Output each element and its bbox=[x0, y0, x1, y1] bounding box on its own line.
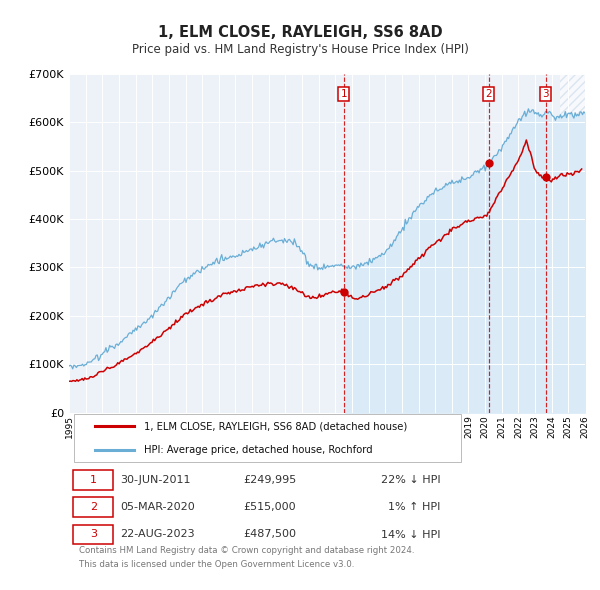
Text: 3: 3 bbox=[542, 89, 549, 99]
Text: 1% ↑ HPI: 1% ↑ HPI bbox=[388, 502, 440, 512]
Text: This data is licensed under the Open Government Licence v3.0.: This data is licensed under the Open Gov… bbox=[79, 560, 355, 569]
Text: 2: 2 bbox=[89, 502, 97, 512]
Text: £249,995: £249,995 bbox=[243, 475, 296, 485]
Text: 22% ↓ HPI: 22% ↓ HPI bbox=[381, 475, 440, 485]
Text: 30-JUN-2011: 30-JUN-2011 bbox=[121, 475, 191, 485]
Text: 05-MAR-2020: 05-MAR-2020 bbox=[121, 502, 196, 512]
Text: £515,000: £515,000 bbox=[244, 502, 296, 512]
FancyBboxPatch shape bbox=[74, 414, 461, 462]
Text: 1, ELM CLOSE, RAYLEIGH, SS6 8AD: 1, ELM CLOSE, RAYLEIGH, SS6 8AD bbox=[158, 25, 442, 40]
Text: 3: 3 bbox=[90, 529, 97, 539]
Text: HPI: Average price, detached house, Rochford: HPI: Average price, detached house, Roch… bbox=[144, 445, 373, 455]
FancyBboxPatch shape bbox=[73, 525, 113, 545]
Text: Contains HM Land Registry data © Crown copyright and database right 2024.: Contains HM Land Registry data © Crown c… bbox=[79, 546, 415, 555]
Text: 22-AUG-2023: 22-AUG-2023 bbox=[121, 529, 195, 539]
Text: 1, ELM CLOSE, RAYLEIGH, SS6 8AD (detached house): 1, ELM CLOSE, RAYLEIGH, SS6 8AD (detache… bbox=[144, 421, 407, 431]
Text: 14% ↓ HPI: 14% ↓ HPI bbox=[381, 529, 440, 539]
Text: 1: 1 bbox=[90, 475, 97, 485]
Text: 2: 2 bbox=[485, 89, 492, 99]
FancyBboxPatch shape bbox=[73, 470, 113, 490]
Text: Price paid vs. HM Land Registry's House Price Index (HPI): Price paid vs. HM Land Registry's House … bbox=[131, 43, 469, 56]
FancyBboxPatch shape bbox=[73, 497, 113, 517]
Text: 1: 1 bbox=[340, 89, 347, 99]
Text: £487,500: £487,500 bbox=[243, 529, 296, 539]
